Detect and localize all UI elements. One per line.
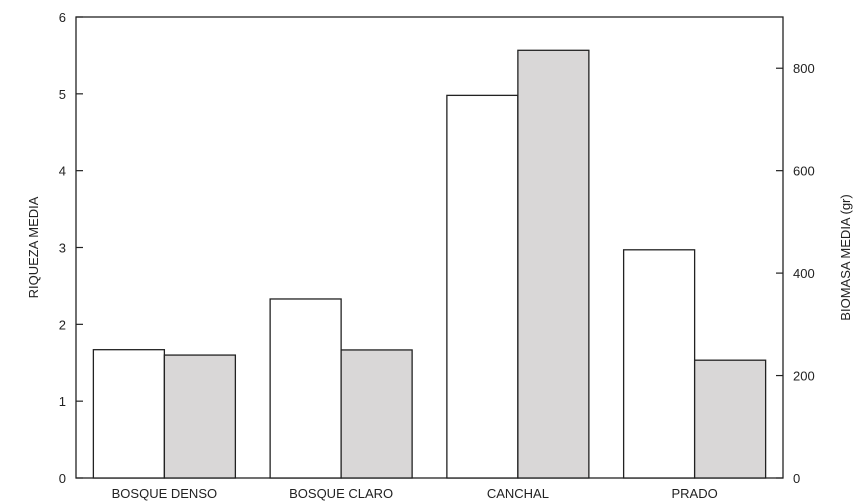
y-tick-label-left: 5	[59, 87, 66, 102]
y-tick-label-right: 800	[793, 61, 815, 76]
y-tick-label-right: 600	[793, 164, 815, 179]
x-category-label: CANCHAL	[487, 486, 549, 501]
bar-biomasa-bosque-denso	[163, 354, 237, 479]
x-category-label: BOSQUE CLARO	[289, 486, 393, 501]
x-category-label: BOSQUE DENSO	[112, 486, 217, 501]
bar-riqueza-canchal	[446, 94, 519, 479]
y-tick-label-left: 3	[59, 241, 66, 256]
y-tick-label-left: 6	[59, 10, 66, 25]
y-axis-title-left: RIQUEZA MEDIA	[26, 196, 41, 298]
bar-riqueza-prado	[622, 249, 696, 479]
y-tick-label-left: 4	[59, 164, 66, 179]
y-axis-title-right: BIOMASA MEDIA (gr)	[838, 194, 853, 320]
bar-biomasa-canchal	[517, 49, 590, 479]
y-tick-label-left: 0	[59, 471, 66, 486]
y-tick-label-left: 1	[59, 394, 66, 409]
y-tick-label-right: 0	[793, 471, 800, 486]
y-tick-label-right: 200	[793, 369, 815, 384]
bar-biomasa-bosque-claro	[340, 349, 413, 479]
bar-riqueza-bosque-denso	[92, 349, 166, 479]
y-tick-label-right: 400	[793, 266, 815, 281]
bar-riqueza-bosque-claro	[269, 298, 342, 479]
y-tick-label-left: 2	[59, 317, 66, 332]
bar-biomasa-prado	[693, 359, 767, 479]
x-category-label: PRADO	[672, 486, 718, 501]
